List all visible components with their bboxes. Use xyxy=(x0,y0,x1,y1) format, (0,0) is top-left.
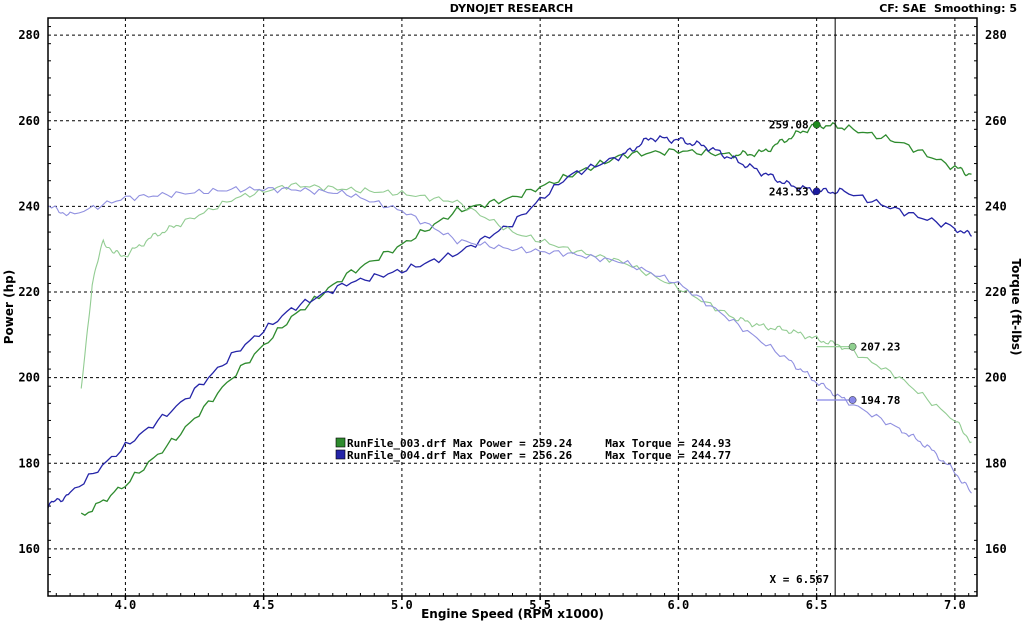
series-line xyxy=(80,182,972,444)
marker-dot xyxy=(812,120,821,129)
marker-value-label: 259.08 xyxy=(769,119,809,132)
plot-border xyxy=(47,17,978,597)
marker-dot xyxy=(848,342,857,351)
y-axis-label-left: Power (hp) xyxy=(2,270,16,344)
chart-title: DYNOJET RESEARCH xyxy=(449,2,574,15)
marker-value-label: 207.23 xyxy=(861,341,901,354)
cursor-readout: X = 6.567 xyxy=(770,573,830,586)
y-tick-label-right: 160 xyxy=(985,542,1007,556)
legend-swatch xyxy=(335,449,346,460)
marker-value-label: 194.78 xyxy=(861,394,901,407)
series-line xyxy=(47,135,973,509)
correction-smoothing-info: CF: SAE Smoothing: 5 xyxy=(879,2,1017,15)
y-tick-label-right: 220 xyxy=(985,285,1007,299)
y-tick-label-left: 160 xyxy=(18,542,40,556)
legend: RunFile_003.drf Max Power = 259.24 Max T… xyxy=(335,437,731,462)
legend-swatch xyxy=(335,437,346,448)
marker-value-label: 243.53 xyxy=(769,185,809,198)
marker-dot xyxy=(848,396,857,404)
y-tick-label-right: 200 xyxy=(985,371,1007,385)
y-tick-label-left: 200 xyxy=(18,371,40,385)
y-tick-label-right: 240 xyxy=(985,199,1007,213)
value-markers: 259.08 243.53 207.23 194.78 xyxy=(769,119,900,407)
y-tick-label-left: 280 xyxy=(18,28,40,42)
series-line xyxy=(47,186,972,494)
tick-labels: 4.0 4.5 5.0 5.5 6.0 6.5 7.0 160 160 180 180 200 200 2… xyxy=(18,28,1006,612)
legend-entry: RunFile_004.drf Max Power = 256.26 Max T… xyxy=(347,449,731,462)
x-axis-label: Engine Speed (RPM x1000) xyxy=(421,607,604,621)
y-tick-label-left: 220 xyxy=(18,285,40,299)
legend-entry: RunFile_003.drf Max Power = 259.24 Max T… xyxy=(347,437,731,450)
y-tick-label-left: 180 xyxy=(18,456,40,470)
y-tick-label-right: 180 xyxy=(985,456,1007,470)
y-tick-label-right: 260 xyxy=(985,114,1007,128)
series-lines xyxy=(47,121,973,516)
x-tick-label: 4.0 xyxy=(115,598,137,612)
x-tick-label: 6.0 xyxy=(668,598,690,612)
y-tick-label-right: 280 xyxy=(985,28,1007,42)
x-tick-label: 4.5 xyxy=(253,598,275,612)
y-tick-label-left: 240 xyxy=(18,199,40,213)
grid-lines xyxy=(48,18,977,600)
x-tick-label: 7.0 xyxy=(944,598,966,612)
y-axis-label-right: Torque (ft-lbs) xyxy=(1009,259,1023,356)
y-tick-label-left: 260 xyxy=(18,114,40,128)
x-tick-label: 5.0 xyxy=(391,598,413,612)
x-tick-label: 6.5 xyxy=(806,598,828,612)
marker-dot xyxy=(812,187,821,196)
x-tick-label: 5.5 xyxy=(529,598,551,612)
